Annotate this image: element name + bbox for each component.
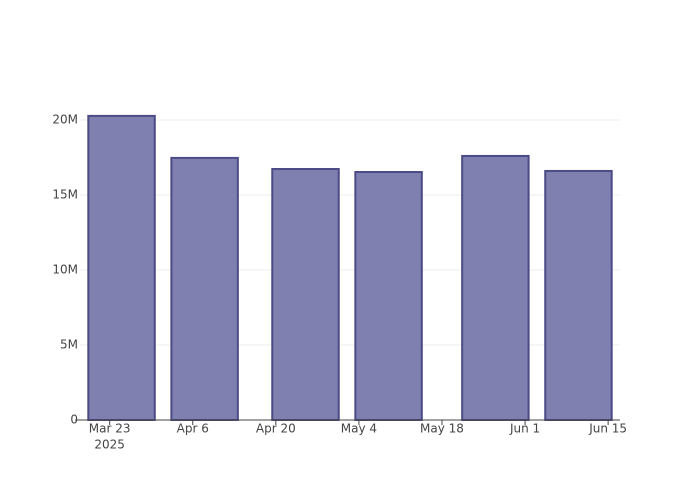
bar	[271, 168, 340, 421]
x-tick-label: Jun 15	[588, 422, 627, 436]
x-tick-label: Apr 20	[256, 422, 296, 436]
x-tick-label: Jun 1	[509, 422, 540, 436]
bar	[544, 169, 613, 421]
y-tick-label: 5M	[60, 337, 78, 351]
x-tick-label: Mar 23	[89, 422, 131, 436]
x-year-label: 2025	[94, 438, 125, 452]
x-tick-label: Apr 6	[177, 422, 209, 436]
bar	[461, 154, 530, 421]
y-tick-label: 20M	[52, 112, 78, 126]
x-tick-label: May 4	[341, 422, 377, 436]
bar	[87, 114, 156, 421]
bar	[354, 171, 423, 421]
y-tick-label: 10M	[52, 262, 78, 276]
bar	[170, 156, 239, 421]
y-tick-label: 0	[70, 413, 78, 427]
y-tick-label: 15M	[52, 187, 78, 201]
x-tick-label: May 18	[420, 422, 464, 436]
